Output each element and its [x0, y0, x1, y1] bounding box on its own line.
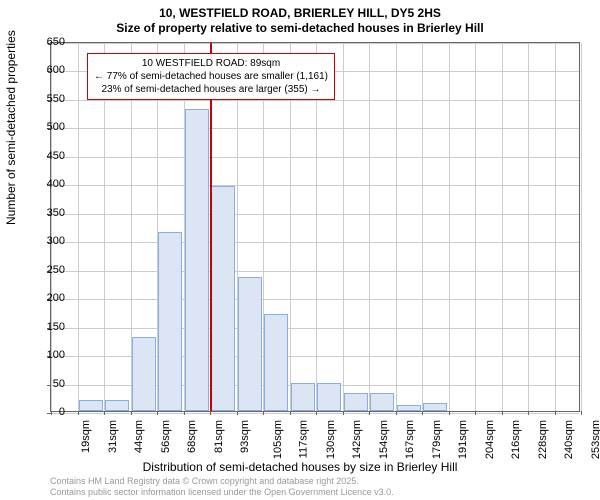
chart-subtitle: Size of property relative to semi-detach… — [0, 20, 600, 39]
gridline-v — [78, 43, 79, 411]
histogram-bar — [317, 383, 341, 411]
attribution-line1: Contains HM Land Registry data © Crown c… — [50, 476, 394, 487]
xtick-mark — [184, 411, 185, 415]
y-tick-label: 50 — [35, 378, 65, 390]
x-tick-label: 191sqm — [457, 420, 469, 459]
y-tick-label: 200 — [35, 292, 65, 304]
histogram-bar — [105, 400, 129, 411]
x-tick-label: 44sqm — [133, 420, 145, 453]
y-tick-label: 500 — [35, 121, 65, 133]
y-tick-label: 350 — [35, 207, 65, 219]
xtick-mark — [449, 411, 450, 415]
gridline-v — [581, 43, 582, 411]
gridline-v — [528, 43, 529, 411]
x-tick-label: 19sqm — [80, 420, 92, 453]
xtick-mark — [157, 411, 158, 415]
histogram-bar — [238, 277, 262, 411]
x-tick-label: 31sqm — [107, 420, 119, 453]
plot-area: 10 WESTFIELD ROAD: 89sqm← 77% of semi-de… — [50, 42, 580, 412]
gridline-v — [369, 43, 370, 411]
xtick-mark — [475, 411, 476, 415]
xtick-mark — [581, 411, 582, 415]
histogram-bar — [264, 314, 288, 411]
info-box-line: 10 WESTFIELD ROAD: 89sqm — [94, 57, 328, 70]
info-box-line: ← 77% of semi-detached houses are smalle… — [94, 70, 328, 83]
gridline-v — [343, 43, 344, 411]
x-tick-label: 204sqm — [484, 420, 496, 459]
histogram-bar — [397, 405, 421, 411]
xtick-mark — [422, 411, 423, 415]
xtick-mark — [316, 411, 317, 415]
xtick-mark — [502, 411, 503, 415]
y-tick-label: 650 — [35, 36, 65, 48]
xtick-mark — [104, 411, 105, 415]
xtick-mark — [78, 411, 79, 415]
x-tick-label: 154sqm — [378, 420, 390, 459]
x-tick-label: 130sqm — [325, 420, 337, 459]
x-tick-label: 56sqm — [160, 420, 172, 453]
chart-title: 10, WESTFIELD ROAD, BRIERLEY HILL, DY5 2… — [0, 0, 600, 20]
gridline-v — [502, 43, 503, 411]
histogram-bar — [344, 393, 368, 411]
y-tick-label: 600 — [35, 64, 65, 76]
histogram-bar — [79, 400, 103, 411]
plot-rect: 10 WESTFIELD ROAD: 89sqm← 77% of semi-de… — [50, 42, 580, 412]
x-tick-label: 167sqm — [404, 420, 416, 459]
xtick-mark — [528, 411, 529, 415]
xtick-mark — [290, 411, 291, 415]
y-tick-label: 150 — [35, 321, 65, 333]
info-box: 10 WESTFIELD ROAD: 89sqm← 77% of semi-de… — [87, 53, 335, 100]
histogram-bar — [158, 232, 182, 411]
histogram-bar — [291, 383, 315, 411]
x-axis-label: Distribution of semi-detached houses by … — [0, 460, 600, 474]
x-tick-label: 228sqm — [537, 420, 549, 459]
gridline-v — [449, 43, 450, 411]
x-tick-label: 68sqm — [186, 420, 198, 453]
xtick-mark — [237, 411, 238, 415]
histogram-bar — [423, 403, 447, 411]
info-box-line: 23% of semi-detached houses are larger (… — [94, 83, 328, 96]
histogram-bar — [211, 186, 235, 411]
histogram-bar — [132, 337, 156, 411]
y-axis-label: Number of semi-detached properties — [4, 30, 18, 225]
y-tick-label: 450 — [35, 150, 65, 162]
attribution-text: Contains HM Land Registry data © Crown c… — [50, 476, 394, 498]
x-tick-label: 216sqm — [510, 420, 522, 459]
histogram-bar — [370, 393, 394, 411]
attribution-line2: Contains public sector information licen… — [50, 487, 394, 498]
y-tick-label: 400 — [35, 178, 65, 190]
y-tick-label: 100 — [35, 349, 65, 361]
xtick-mark — [369, 411, 370, 415]
xtick-mark — [343, 411, 344, 415]
x-tick-label: 93sqm — [239, 420, 251, 453]
x-tick-label: 117sqm — [297, 420, 309, 458]
xtick-mark — [210, 411, 211, 415]
xtick-mark — [396, 411, 397, 415]
xtick-mark — [131, 411, 132, 415]
gridline-v — [555, 43, 556, 411]
x-tick-label: 142sqm — [351, 420, 363, 459]
y-tick-label: 0 — [35, 406, 65, 418]
gridline-v — [396, 43, 397, 411]
y-tick-label: 300 — [35, 235, 65, 247]
histogram-bar — [185, 109, 209, 411]
x-tick-label: 253sqm — [590, 420, 600, 459]
x-tick-label: 81sqm — [213, 420, 225, 453]
xtick-mark — [555, 411, 556, 415]
x-tick-label: 179sqm — [431, 420, 443, 459]
x-tick-label: 240sqm — [563, 420, 575, 459]
xtick-mark — [263, 411, 264, 415]
y-tick-label: 250 — [35, 264, 65, 276]
gridline-v — [475, 43, 476, 411]
x-tick-label: 105sqm — [272, 420, 284, 459]
gridline-v — [422, 43, 423, 411]
y-tick-label: 550 — [35, 93, 65, 105]
